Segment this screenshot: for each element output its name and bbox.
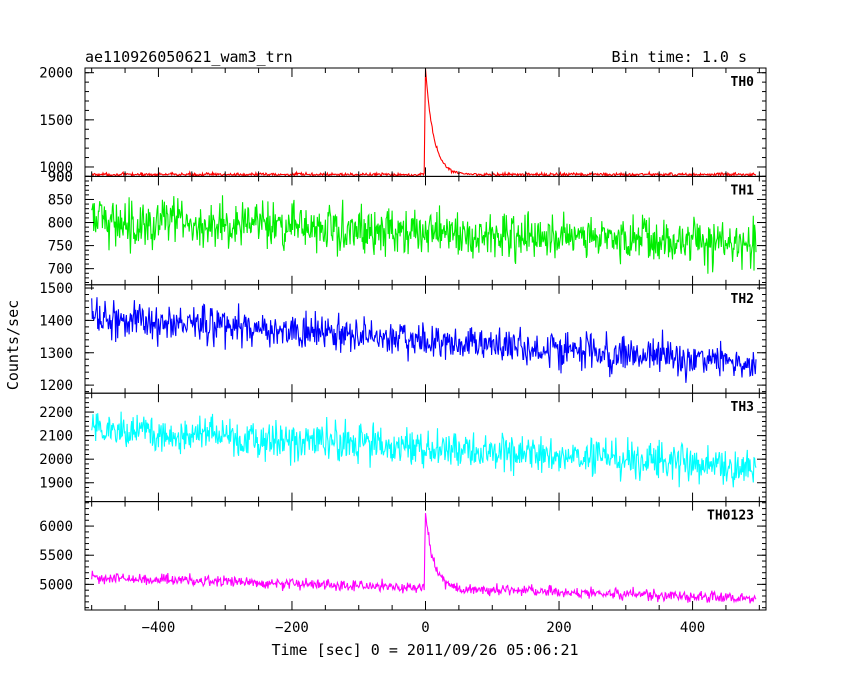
- panel-label-th0123: TH0123: [707, 509, 754, 524]
- series-th3: [91, 411, 757, 488]
- y-tick-label: 900: [48, 169, 73, 185]
- panels-group: 900100015002000TH0700750800850900TH11200…: [39, 66, 767, 611]
- y-tick-label: 2100: [39, 429, 73, 445]
- y-tick-label: 5000: [39, 577, 73, 593]
- y-tick-label: 5500: [39, 548, 73, 564]
- series-th0: [91, 68, 757, 177]
- series-th0123: [91, 513, 757, 604]
- x-tick-label: 400: [680, 620, 705, 636]
- y-tick-label: 1000: [39, 160, 73, 176]
- y-tick-label: 2000: [39, 66, 73, 82]
- y-tick-label: 900: [48, 169, 73, 185]
- panel-th0123: 5000 5500 6000 TH0123: [39, 501, 767, 611]
- y-tick-label: 2200: [39, 405, 73, 421]
- panel-label-th0: TH0: [731, 75, 755, 90]
- y-tick-label: 800: [48, 216, 73, 232]
- series-th2: [91, 297, 757, 383]
- panel-th2: 1200 1300 1400 1500 TH2: [39, 281, 767, 394]
- y-tick-label: 1900: [39, 476, 73, 492]
- y-tick-label: 1500: [39, 113, 73, 129]
- y-tick-label: 850: [48, 192, 73, 208]
- panel-frame-th3: [84, 392, 767, 503]
- y-axis-label: Counts/sec: [4, 300, 22, 390]
- x-tick-label: 0: [421, 620, 429, 636]
- panel-th3: 1900 2000 2100 2200 TH3: [39, 392, 767, 503]
- panel-th1: 700 750 800 850 900 TH1: [48, 169, 767, 286]
- y-tick-label: 1200: [39, 378, 73, 394]
- x-axis-label: Time [sec] 0 = 2011/09/26 05:06:21: [271, 641, 578, 659]
- y-tick-label: 1300: [39, 346, 73, 362]
- x-tick-label: −400: [142, 620, 176, 636]
- y-tick-label: 6000: [39, 519, 73, 535]
- panel-label-th1: TH1: [731, 183, 755, 198]
- panel-label-th2: TH2: [731, 292, 754, 307]
- y-tick-label: 700: [48, 262, 73, 278]
- bin-time-label: Bin time: 1.0 s: [612, 48, 747, 66]
- y-tick-label: 1500: [39, 281, 73, 297]
- chart-title: ae110926050621_wam3_trn: [85, 48, 293, 66]
- x-tick-label: 200: [546, 620, 571, 636]
- series-th1: [91, 195, 757, 274]
- y-tick-label: 1400: [39, 313, 73, 329]
- x-tick-label: −200: [275, 620, 309, 636]
- panel-label-th3: TH3: [731, 400, 754, 415]
- x-tick-labels: −400 −200 0 200 400: [142, 620, 706, 636]
- y-tick-label: 2000: [39, 452, 73, 468]
- y-tick-label: 750: [48, 239, 73, 255]
